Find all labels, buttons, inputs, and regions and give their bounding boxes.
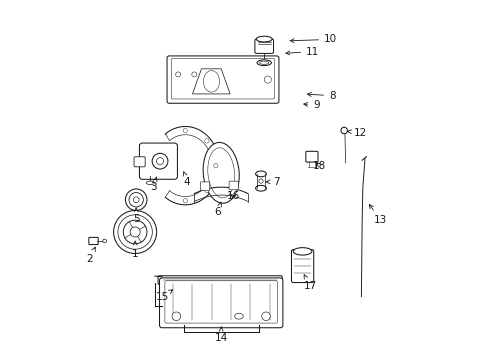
Circle shape — [156, 158, 163, 165]
Ellipse shape — [259, 61, 268, 64]
Circle shape — [261, 312, 270, 320]
Circle shape — [204, 188, 208, 193]
FancyBboxPatch shape — [200, 182, 209, 190]
Text: 16: 16 — [226, 191, 239, 201]
Ellipse shape — [255, 185, 266, 191]
FancyBboxPatch shape — [171, 58, 274, 99]
Circle shape — [204, 139, 208, 143]
Ellipse shape — [257, 60, 271, 66]
FancyBboxPatch shape — [305, 151, 317, 162]
FancyBboxPatch shape — [167, 56, 278, 103]
Text: 10: 10 — [289, 35, 336, 44]
Circle shape — [129, 193, 143, 207]
Text: 1: 1 — [132, 241, 138, 258]
Ellipse shape — [203, 71, 219, 92]
Text: 12: 12 — [347, 128, 366, 138]
Circle shape — [152, 153, 167, 169]
FancyBboxPatch shape — [134, 157, 145, 167]
Circle shape — [183, 129, 187, 133]
Circle shape — [172, 312, 180, 320]
Circle shape — [175, 72, 180, 77]
Text: 11: 11 — [285, 46, 319, 57]
Ellipse shape — [256, 36, 271, 42]
Circle shape — [183, 199, 187, 203]
FancyBboxPatch shape — [254, 39, 273, 53]
Circle shape — [258, 179, 263, 183]
Text: 9: 9 — [303, 100, 319, 111]
Circle shape — [264, 76, 271, 83]
Ellipse shape — [207, 148, 234, 198]
FancyBboxPatch shape — [139, 143, 177, 179]
Circle shape — [118, 215, 152, 249]
FancyBboxPatch shape — [228, 181, 238, 190]
FancyBboxPatch shape — [291, 249, 313, 283]
Text: 7: 7 — [265, 177, 280, 187]
Text: 4: 4 — [183, 171, 190, 187]
Circle shape — [133, 197, 139, 203]
Text: 3: 3 — [149, 177, 157, 192]
Text: 14: 14 — [214, 327, 227, 343]
Circle shape — [125, 189, 147, 211]
FancyBboxPatch shape — [158, 276, 282, 284]
Circle shape — [130, 227, 140, 237]
Ellipse shape — [234, 314, 243, 319]
Circle shape — [213, 163, 218, 168]
Ellipse shape — [293, 248, 311, 255]
Circle shape — [191, 72, 196, 77]
Text: 15: 15 — [155, 290, 172, 302]
Text: 13: 13 — [368, 204, 386, 225]
Text: 17: 17 — [303, 275, 316, 291]
Polygon shape — [192, 69, 230, 94]
Text: 18: 18 — [312, 161, 326, 171]
Text: 2: 2 — [86, 247, 95, 264]
FancyBboxPatch shape — [159, 278, 282, 328]
Circle shape — [123, 220, 147, 244]
Circle shape — [113, 211, 156, 253]
Ellipse shape — [102, 239, 106, 243]
Text: 8: 8 — [307, 91, 335, 101]
Text: 6: 6 — [214, 202, 221, 217]
FancyBboxPatch shape — [164, 281, 277, 323]
Ellipse shape — [146, 181, 154, 185]
Ellipse shape — [255, 171, 266, 177]
Ellipse shape — [203, 143, 239, 203]
FancyBboxPatch shape — [89, 237, 98, 244]
Text: 5: 5 — [133, 208, 139, 224]
Circle shape — [340, 127, 346, 134]
